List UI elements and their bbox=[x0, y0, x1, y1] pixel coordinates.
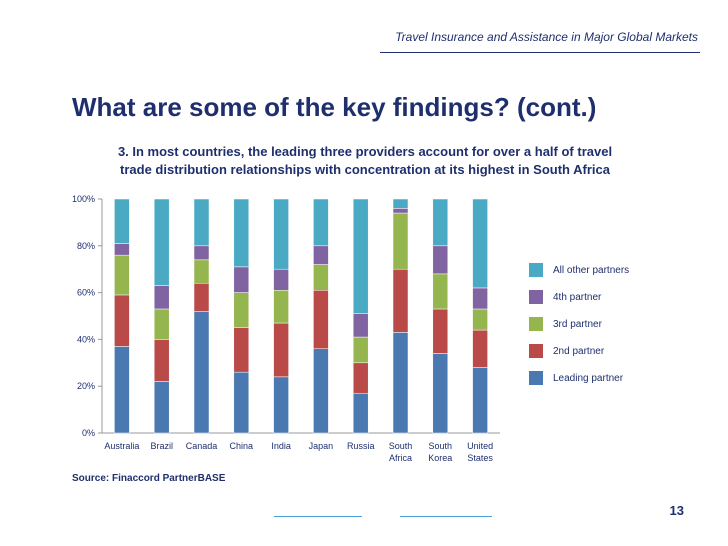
bar-segment-all-other-partners bbox=[153, 198, 170, 286]
legend-label-all-other-partners: All other partners bbox=[553, 265, 629, 276]
bar-segment-4th-partner bbox=[153, 285, 170, 310]
x-tick-label: Africa bbox=[389, 453, 412, 463]
bar-segment-4th-partner bbox=[273, 268, 289, 291]
bar-segment-all-other-partners bbox=[352, 198, 369, 314]
legend-label-leading-partner: Leading partner bbox=[553, 373, 624, 384]
bar-segment-2nd-partner bbox=[352, 362, 369, 394]
bar-segment-3rd-partner bbox=[432, 273, 449, 310]
bar-segment-3rd-partner bbox=[352, 336, 369, 364]
bar-segment-2nd-partner bbox=[472, 329, 488, 368]
legend-swatch-all-other-partners bbox=[529, 263, 543, 277]
bar-segment-4th-partner bbox=[392, 208, 409, 214]
x-tick-label: Brazil bbox=[150, 441, 173, 451]
x-tick-label: Japan bbox=[309, 441, 334, 451]
bar-segment-all-other-partners bbox=[233, 198, 250, 268]
bar-segment-2nd-partner bbox=[193, 282, 210, 312]
legend-label-3rd-partner: 3rd partner bbox=[553, 319, 603, 330]
bar-segment-4th-partner bbox=[233, 266, 250, 293]
bar-segment-all-other-partners bbox=[273, 198, 289, 270]
slide-subtitle: 3. In most countries, the leading three … bbox=[70, 143, 660, 179]
header-rule bbox=[380, 52, 700, 53]
bar-segment-4th-partner bbox=[114, 243, 130, 256]
x-tick-label: United bbox=[467, 441, 493, 451]
bar-segment-2nd-partner bbox=[432, 308, 449, 354]
legend-swatch-4th-partner bbox=[529, 290, 543, 304]
bar-segment-2nd-partner bbox=[233, 327, 250, 373]
bar-segment-leading-partner bbox=[392, 332, 409, 434]
x-tick-label: Russia bbox=[347, 441, 375, 451]
bar-segment-3rd-partner bbox=[193, 259, 210, 284]
y-tick-label: 20% bbox=[77, 381, 95, 391]
x-tick-label: Korea bbox=[428, 453, 452, 463]
bar-segment-leading-partner bbox=[193, 311, 210, 434]
y-tick-label: 60% bbox=[77, 288, 95, 298]
subtitle-line-1: 3. In most countries, the leading three … bbox=[117, 144, 613, 159]
x-tick-label: China bbox=[230, 441, 254, 451]
x-tick-label: India bbox=[271, 441, 291, 451]
bar-segment-all-other-partners bbox=[392, 198, 409, 209]
bar-segment-4th-partner bbox=[472, 287, 488, 310]
bar-segment-2nd-partner bbox=[114, 294, 130, 347]
bar-segment-leading-partner bbox=[153, 381, 170, 434]
x-tick-label: South bbox=[389, 441, 413, 451]
page-number: 13 bbox=[669, 503, 684, 518]
legend-swatch-leading-partner bbox=[529, 371, 543, 385]
bar-segment-2nd-partner bbox=[153, 339, 170, 382]
y-tick-label: 100% bbox=[72, 194, 95, 204]
bar-segment-all-other-partners bbox=[472, 198, 488, 289]
bar-segment-3rd-partner bbox=[273, 290, 289, 324]
bar-segment-2nd-partner bbox=[273, 322, 289, 378]
bar-segment-3rd-partner bbox=[392, 212, 409, 270]
source-note: Source: Finaccord PartnerBASE bbox=[72, 473, 226, 484]
bar-segment-2nd-partner bbox=[313, 290, 329, 350]
bar-segment-leading-partner bbox=[273, 376, 289, 434]
bar-segment-all-other-partners bbox=[313, 198, 329, 247]
x-tick-label: South bbox=[429, 441, 453, 451]
document-header: Travel Insurance and Assistance in Major… bbox=[395, 30, 698, 44]
bar-segment-leading-partner bbox=[114, 346, 130, 434]
bar-segment-all-other-partners bbox=[114, 198, 130, 244]
bar-segment-all-other-partners bbox=[432, 198, 449, 247]
subtitle-line-2: trade distribution relationships with co… bbox=[120, 162, 610, 177]
bar-segment-leading-partner bbox=[432, 353, 449, 434]
y-tick-label: 80% bbox=[77, 241, 95, 251]
bar-segment-3rd-partner bbox=[114, 254, 130, 296]
bar-segment-3rd-partner bbox=[472, 308, 488, 331]
bar-segment-leading-partner bbox=[313, 348, 329, 434]
x-tick-label: Australia bbox=[104, 441, 139, 451]
bar-segment-2nd-partner bbox=[392, 268, 409, 333]
bar-segment-3rd-partner bbox=[233, 292, 250, 328]
legend-swatch-3rd-partner bbox=[529, 317, 543, 331]
x-tick-label: States bbox=[467, 453, 493, 463]
x-tick-label: Canada bbox=[186, 441, 218, 451]
bar-segment-3rd-partner bbox=[313, 264, 329, 291]
bar-segment-leading-partner bbox=[233, 371, 250, 434]
bar-segment-all-other-partners bbox=[193, 198, 210, 247]
legend-swatch-2nd-partner bbox=[529, 344, 543, 358]
bar-segment-4th-partner bbox=[313, 245, 329, 265]
bar-segment-4th-partner bbox=[432, 245, 449, 275]
footer-link-line-left bbox=[274, 516, 362, 517]
bar-segment-4th-partner bbox=[352, 313, 369, 338]
bar-segment-leading-partner bbox=[472, 367, 488, 434]
slide-title: What are some of the key findings? (cont… bbox=[72, 92, 597, 122]
bar-segment-4th-partner bbox=[193, 245, 210, 261]
legend-label-4th-partner: 4th partner bbox=[553, 292, 602, 303]
y-tick-label: 0% bbox=[82, 428, 95, 438]
bar-segment-leading-partner bbox=[352, 392, 369, 434]
footer-link-line-right bbox=[400, 516, 492, 517]
bar-segment-3rd-partner bbox=[153, 308, 170, 340]
y-tick-label: 40% bbox=[77, 334, 95, 344]
legend-label-2nd-partner: 2nd partner bbox=[553, 346, 605, 357]
